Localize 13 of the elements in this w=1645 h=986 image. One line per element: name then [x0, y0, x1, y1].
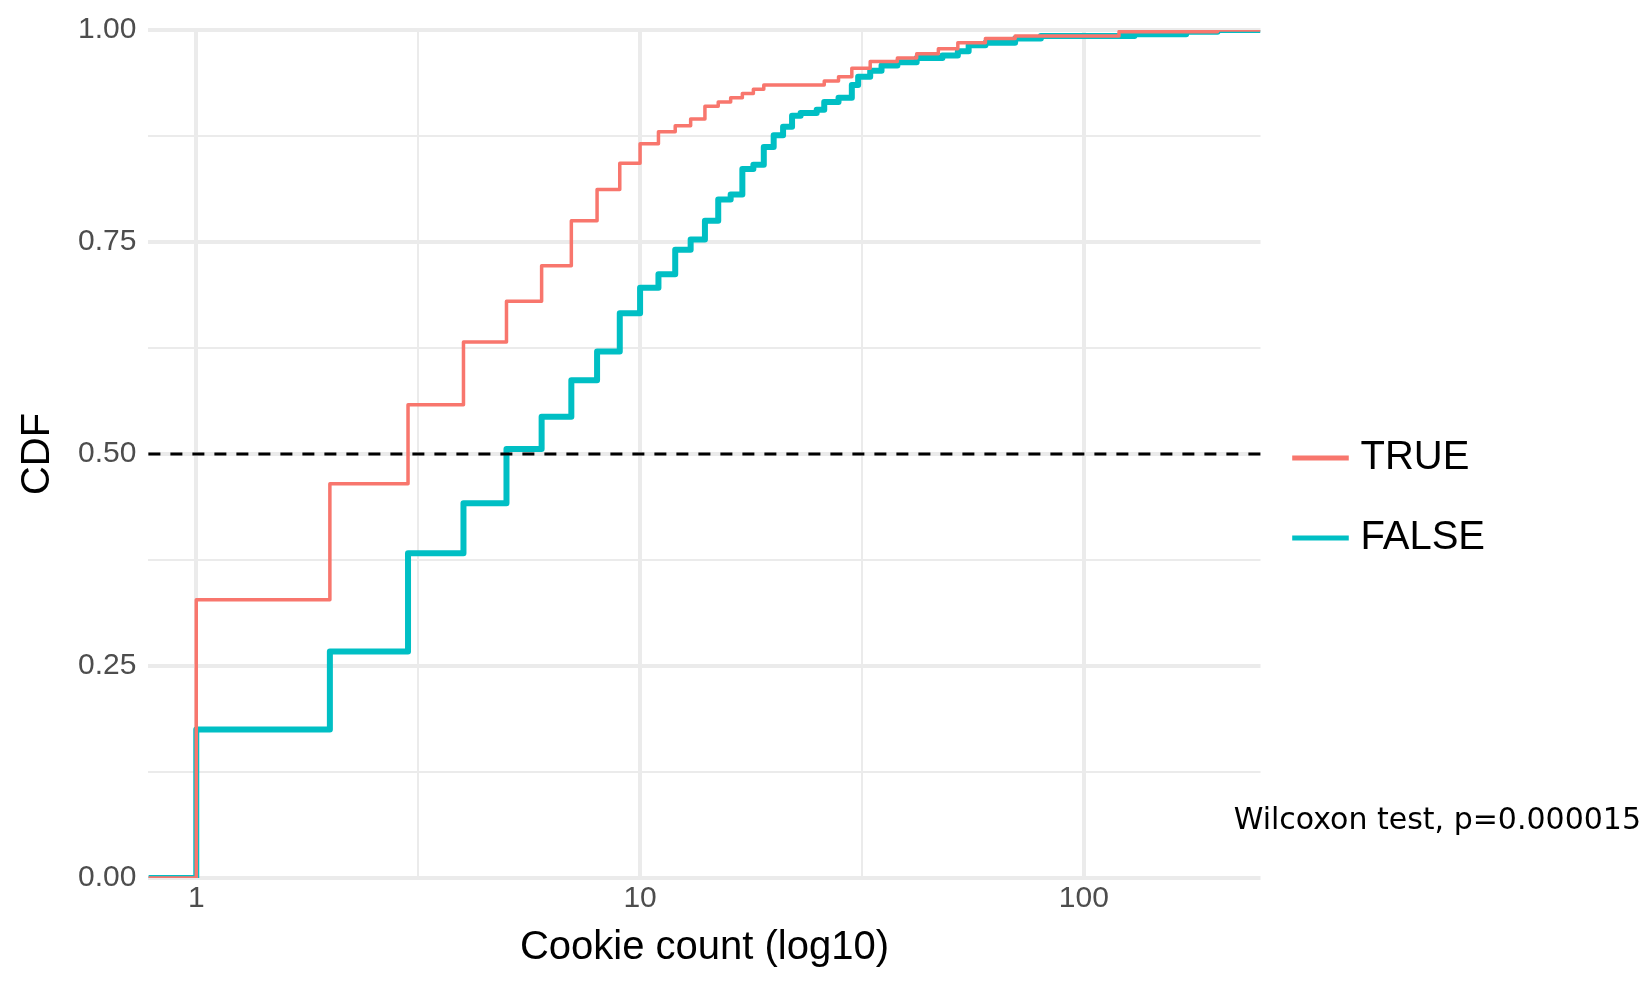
x-tick-label: 1 — [187, 880, 205, 914]
y-tick-label: 0.50 — [78, 435, 137, 469]
y-tick-label: 1.00 — [78, 11, 137, 45]
y-tick-label: 0.25 — [78, 647, 137, 681]
y-tick-label: 0.00 — [78, 859, 137, 893]
x-tick-label: 100 — [1058, 880, 1109, 914]
x-tick-label: 10 — [623, 880, 657, 914]
y-axis-title: CDF — [13, 412, 58, 496]
x-axis-title: Cookie count (log10) — [519, 923, 889, 968]
annotation: Wilcoxon test, p=0.000015 — [1233, 801, 1641, 836]
legend-label: FALSE — [1360, 513, 1485, 558]
legend-label: TRUE — [1360, 433, 1470, 478]
y-tick-label: 0.75 — [78, 223, 137, 257]
